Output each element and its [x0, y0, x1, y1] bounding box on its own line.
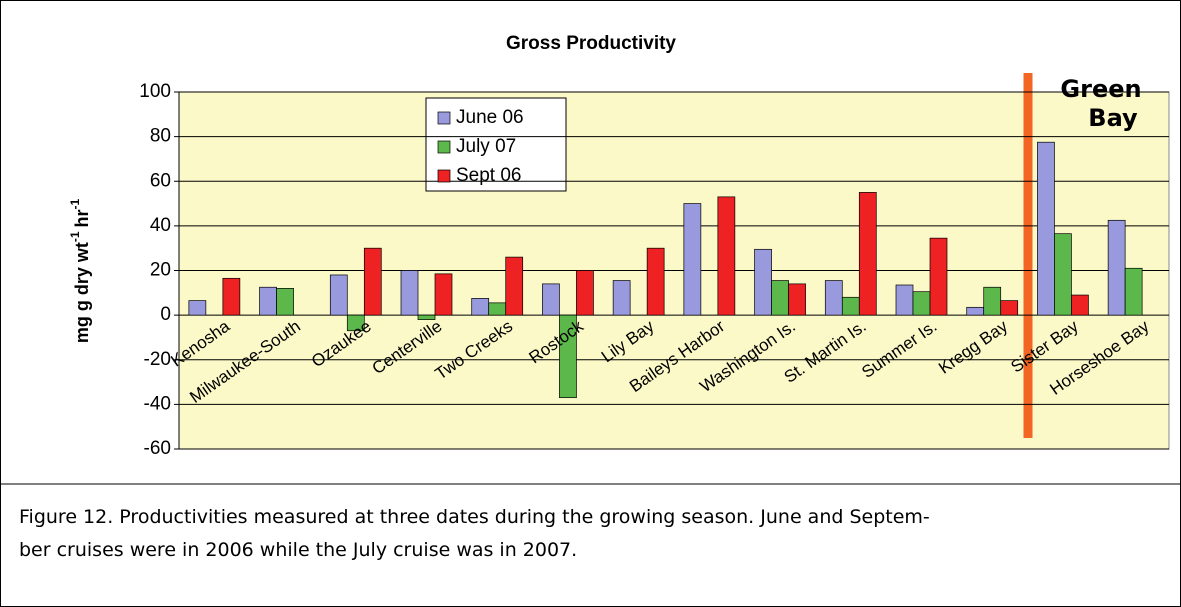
- y-tick-label: 20: [150, 260, 171, 281]
- bar: [788, 283, 806, 316]
- bar: [912, 291, 931, 316]
- bar: [222, 277, 241, 316]
- caption: Figure 12. Productivities measured at th…: [19, 501, 930, 567]
- bar: [346, 314, 365, 332]
- bar: [188, 300, 207, 316]
- caption-line: Figure 12. Productivities measured at th…: [19, 506, 930, 528]
- bar: [276, 288, 294, 316]
- legend-swatch: [437, 169, 451, 183]
- y-tick-label: -40: [144, 393, 171, 414]
- bar: [400, 270, 419, 316]
- legend-label: June 06: [456, 107, 524, 128]
- bar: [505, 256, 524, 316]
- bar: [717, 196, 736, 316]
- bar: [858, 192, 877, 316]
- bar: [895, 284, 914, 316]
- bar: [417, 314, 436, 320]
- bar: [576, 270, 594, 316]
- bar: [646, 247, 665, 316]
- bar: [488, 302, 507, 316]
- bar: [542, 283, 560, 316]
- bar: [1037, 141, 1055, 316]
- y-axis-label: mg g dry wt-1hr-1: [68, 198, 92, 343]
- bar: [841, 296, 860, 316]
- caption-line: ber cruises were in 2006 while the July …: [19, 539, 578, 561]
- y-label-sup: -1: [68, 198, 82, 209]
- y-tick-label: 40: [150, 215, 171, 236]
- y-tick-label: -60: [144, 438, 171, 459]
- bar: [824, 280, 843, 316]
- annotation: Green: [1060, 75, 1141, 103]
- bar: [1000, 300, 1019, 316]
- bar: [683, 203, 702, 316]
- y-tick-label: 80: [150, 126, 171, 147]
- bar: [434, 273, 453, 316]
- chart: Gross Productivity mg g dry wt-1hr-1 Gre…: [1, 33, 1180, 485]
- annotation: Bay: [1088, 104, 1138, 132]
- chart-title: Gross Productivity: [506, 33, 676, 54]
- bar: [329, 274, 348, 316]
- y-tick-label: 100: [139, 81, 171, 102]
- bar: [612, 280, 631, 316]
- bar: [363, 247, 382, 316]
- bar: [929, 237, 948, 316]
- bar: [1107, 219, 1126, 316]
- legend-swatch: [437, 111, 451, 125]
- y-label-text: hr: [72, 209, 92, 227]
- legend-swatch: [437, 140, 451, 154]
- bar: [966, 306, 985, 316]
- y-tick-label: 60: [150, 170, 171, 191]
- y-tick-label: 0: [160, 304, 171, 325]
- bar: [983, 286, 1002, 316]
- bar: [771, 280, 789, 316]
- y-tick-label: -20: [144, 349, 171, 370]
- bar: [754, 248, 772, 316]
- y-label-text: mg g dry wt: [72, 242, 92, 343]
- bar: [559, 314, 577, 399]
- legend-label: Sept 06: [456, 165, 522, 186]
- legend-label: July 07: [456, 136, 516, 157]
- bar: [471, 298, 490, 316]
- bar: [1124, 267, 1143, 316]
- y-label-sup: -1: [68, 231, 82, 242]
- bar: [259, 286, 277, 316]
- bar: [1054, 233, 1072, 316]
- bar: [1071, 294, 1089, 316]
